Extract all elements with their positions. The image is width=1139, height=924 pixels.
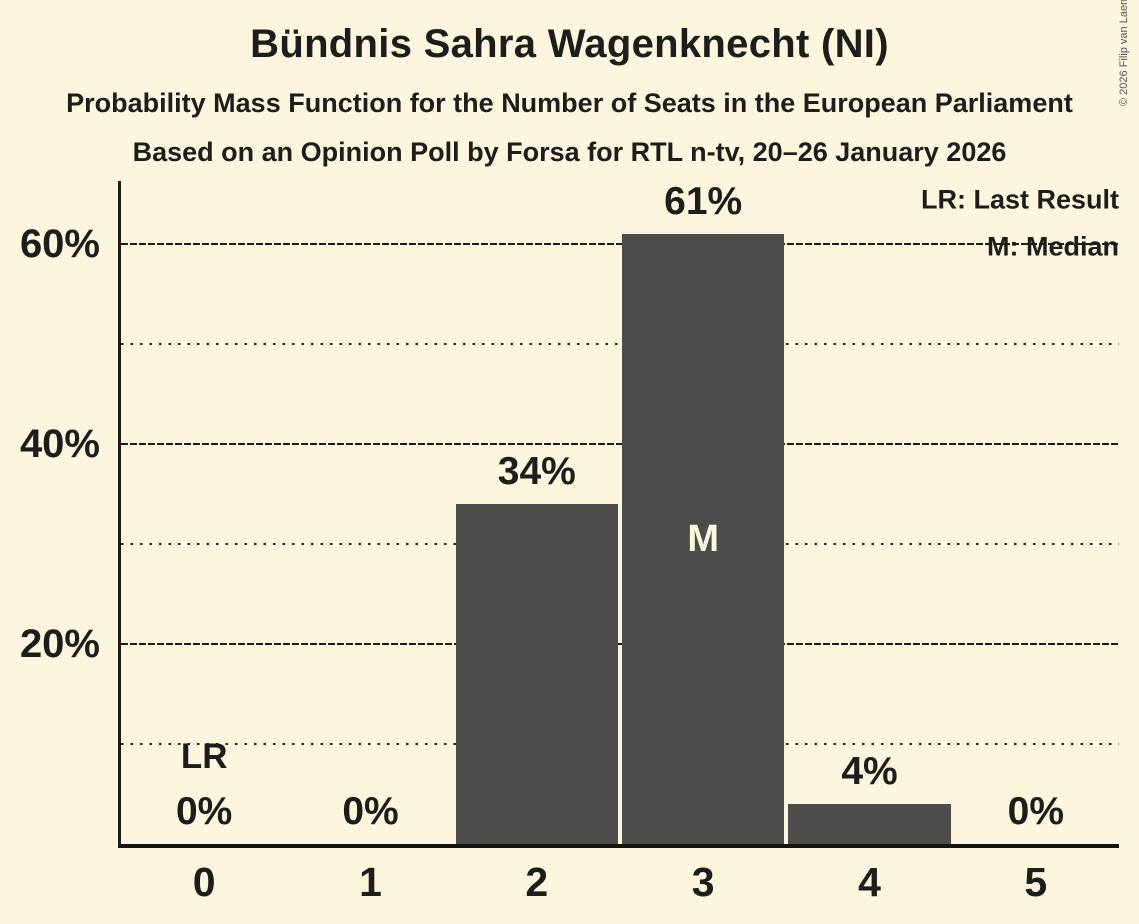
plot-area: 20% 40% 60% 0% 0% 34% 61% 4% 0% LR M 0 1 2 3 4 5 LR: L… [20, 180, 1119, 903]
x-tick-4: 4 [858, 859, 881, 905]
chart-title: Bündnis Sahra Wagenknecht (NI) [250, 22, 889, 66]
legend-median: M: Median [987, 231, 1119, 262]
gridline-minor-30 [121, 543, 1119, 545]
bar-label-seat-4: 4% [841, 750, 898, 793]
gridline-minor-10 [121, 743, 1119, 745]
x-tick-3: 3 [691, 859, 715, 905]
y-tick-60: 60% [19, 222, 100, 266]
legend-last-result: LR: Last Result [920, 184, 1119, 215]
median-annotation: M [687, 518, 719, 560]
y-tick-40: 40% [19, 422, 100, 466]
last-result-annotation: LR [180, 737, 228, 776]
chart-subtitle-pmf: Probability Mass Function for the Number… [66, 88, 1073, 118]
bar-label-seat-5: 0% [1007, 790, 1065, 833]
bar-seat-2 [455, 504, 618, 844]
gridline-major-40 [121, 443, 1119, 445]
x-tick-5: 5 [1024, 859, 1048, 905]
x-tick-0: 0 [192, 859, 216, 905]
gridline-major-20 [121, 643, 1119, 645]
bar-label-seat-1: 0% [342, 790, 399, 833]
x-tick-1: 1 [359, 859, 382, 905]
gridline-major-60 [121, 243, 1119, 245]
x-tick-2: 2 [525, 859, 549, 905]
gridline-minor-50 [121, 343, 1119, 345]
bar-seat-3 [622, 234, 785, 844]
y-tick-20: 20% [19, 622, 100, 666]
bar-label-seat-3: 61% [664, 180, 743, 223]
copyright-note: © 2026 Filip van Laenen [1118, 0, 1130, 106]
chart-subtitle-poll: Based on an Opinion Poll by Forsa for RT… [132, 137, 1007, 167]
bar-label-seat-2: 34% [497, 450, 576, 493]
bar-label-seat-0: 0% [175, 790, 233, 833]
bar-seat-4 [788, 804, 951, 844]
